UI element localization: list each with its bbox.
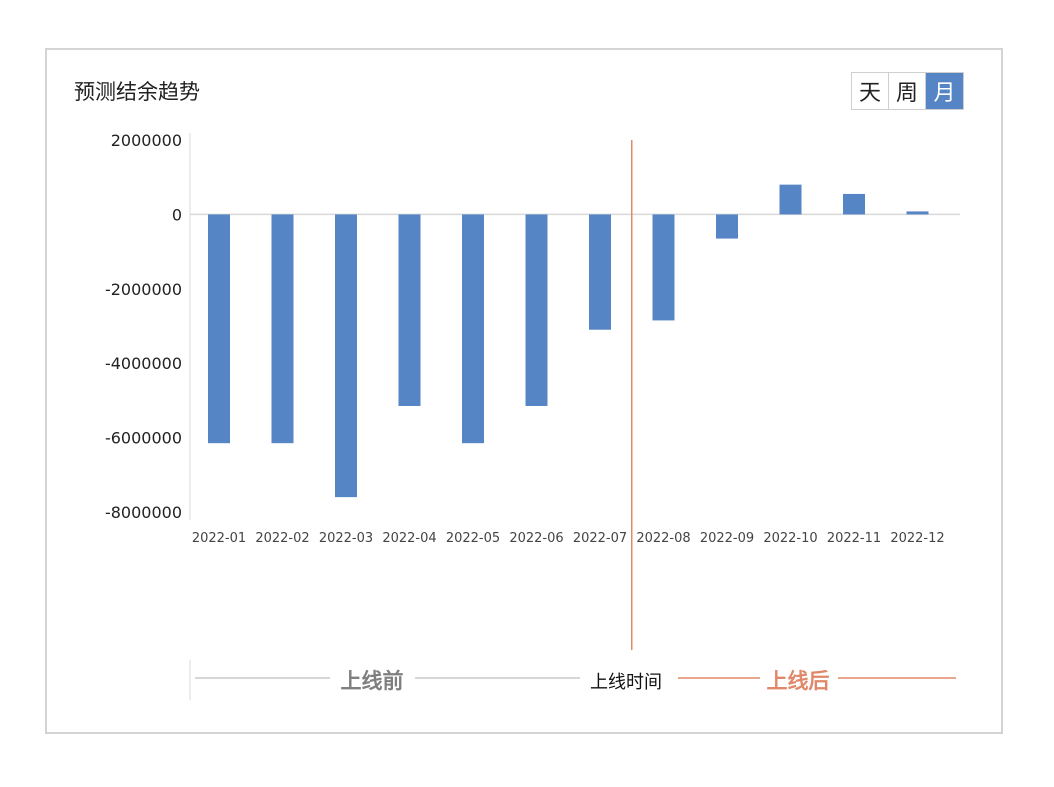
- toggle-day[interactable]: 天: [852, 73, 889, 109]
- bar: [398, 214, 421, 406]
- x-tick-label: 2022-07: [573, 531, 627, 546]
- chart-frame: [45, 48, 1003, 734]
- x-tick-label: 2022-06: [509, 531, 563, 546]
- bar: [716, 214, 738, 239]
- bar: [906, 211, 929, 215]
- bar: [589, 214, 611, 330]
- x-tick-label: 2022-03: [319, 531, 373, 546]
- toggle-month[interactable]: 月: [926, 73, 963, 109]
- bar: [271, 214, 294, 444]
- x-tick-label: 2022-02: [255, 531, 309, 546]
- launch-time-label: 上线时间: [590, 672, 662, 693]
- x-tick-label: 2022-09: [700, 531, 754, 546]
- x-tick-label: 2022-04: [382, 531, 436, 546]
- bars: [208, 184, 929, 498]
- y-tick-label: -4000000: [105, 354, 182, 373]
- y-tick-label: 2000000: [111, 131, 182, 150]
- y-tick-label: -8000000: [105, 503, 182, 522]
- before-launch-label: 上线前: [341, 669, 404, 693]
- y-tick-label: 0: [172, 205, 182, 224]
- launch-annotation: 上线前 上线时间 上线后: [189, 140, 956, 700]
- x-axis-labels: 2022-01 2022-02 2022-03 2022-04 2022-05 2022-…: [192, 531, 945, 546]
- bar: [335, 214, 357, 498]
- x-tick-label: 2022-01: [192, 531, 246, 546]
- bar: [652, 214, 675, 321]
- x-tick-label: 2022-05: [446, 531, 500, 546]
- bar: [462, 214, 484, 444]
- x-tick-label: 2022-12: [890, 531, 944, 546]
- period-toggle: 天 周 月: [851, 72, 964, 110]
- toggle-week[interactable]: 周: [889, 73, 926, 109]
- after-launch-label: 上线后: [767, 669, 830, 693]
- y-tick-label: -2000000: [105, 280, 182, 299]
- x-tick-label: 2022-08: [636, 531, 690, 546]
- x-tick-label: 2022-11: [827, 531, 881, 546]
- chart-title: 预测结余趋势: [74, 80, 200, 104]
- bar: [208, 214, 230, 444]
- y-axis: 2000000 0 -2000000 -4000000 -6000000 -8000000: [105, 131, 960, 522]
- bar: [779, 184, 802, 215]
- bar: [843, 193, 865, 215]
- bar: [525, 214, 548, 406]
- x-tick-label: 2022-10: [763, 531, 817, 546]
- y-tick-label: -6000000: [105, 429, 182, 448]
